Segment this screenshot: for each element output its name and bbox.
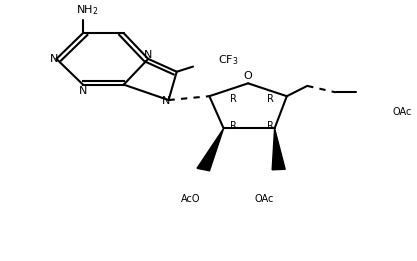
Polygon shape bbox=[197, 128, 224, 171]
Text: O: O bbox=[244, 71, 252, 81]
Text: R: R bbox=[230, 94, 237, 104]
Text: N: N bbox=[79, 86, 87, 96]
Text: AcO: AcO bbox=[181, 194, 201, 204]
Text: R: R bbox=[230, 121, 237, 131]
Text: N: N bbox=[144, 50, 152, 60]
Text: OAc: OAc bbox=[255, 194, 274, 204]
Polygon shape bbox=[272, 128, 285, 170]
Text: N: N bbox=[49, 54, 58, 64]
Text: CF$_3$: CF$_3$ bbox=[218, 53, 238, 67]
Text: N: N bbox=[162, 96, 171, 106]
Text: R: R bbox=[267, 121, 274, 131]
Text: R: R bbox=[267, 94, 274, 104]
Text: NH$_2$: NH$_2$ bbox=[76, 3, 98, 17]
Text: OAc: OAc bbox=[393, 107, 412, 117]
